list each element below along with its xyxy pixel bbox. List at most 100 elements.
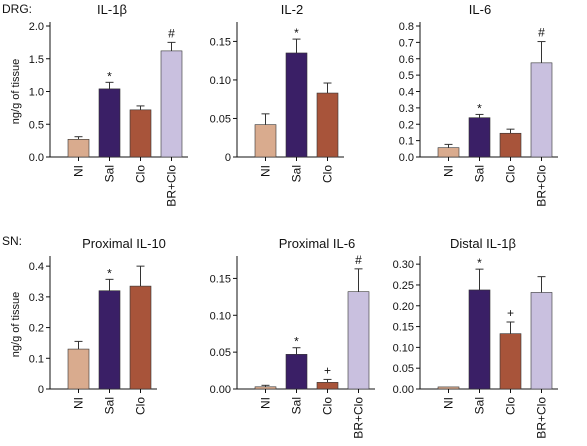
y-tick-label: 0.2 <box>399 119 414 131</box>
y-tick-label: 0.3 <box>399 103 414 115</box>
y-tick-label: 0.7 <box>399 37 414 49</box>
y-tick-label: 0.15 <box>393 322 414 334</box>
bar-sal <box>98 88 121 158</box>
category-label: NI <box>442 165 456 177</box>
significance-marker: + <box>507 306 514 320</box>
category-label: Clo <box>321 165 335 183</box>
significance-marker: * <box>107 69 112 83</box>
bar-sal <box>468 289 491 390</box>
significance-marker: * <box>477 256 482 270</box>
chart-title: IL-6 <box>469 2 491 17</box>
y-tick-label: 2.0 <box>29 21 44 33</box>
y-tick-label: 0.00 <box>393 384 414 396</box>
chart-title: Proximal IL-6 <box>279 236 356 251</box>
y-tick-label: 1.5 <box>29 54 44 66</box>
significance-marker: * <box>107 266 112 280</box>
y-tick-label: 0 <box>38 384 44 396</box>
chart-title: Distal IL-1β <box>450 236 516 251</box>
significance-marker: * <box>294 335 299 349</box>
y-tick-label: 0.00 <box>210 384 231 396</box>
y-tick-label: 0.30 <box>393 259 414 271</box>
y-tick-label: 0.6 <box>399 54 414 66</box>
bar-clo <box>129 285 152 390</box>
y-tick-label: 0 <box>225 152 231 164</box>
chart-panels: IL-1β ng/g of tissue 0.0 0.5 1.0 1.5 2.0 NI Sal *… <box>10 2 558 439</box>
category-label: NI <box>72 397 86 409</box>
chart-panel-4: Proximal IL-10 ng/g of tissue 0 0.1 0.2 0.3 0.… <box>10 236 166 415</box>
bar-br-clo <box>530 292 553 390</box>
bar-ni <box>67 139 90 158</box>
category-label: NI <box>72 165 86 177</box>
y-tick-label: 0.5 <box>29 119 44 131</box>
row-label-sn: SN: <box>2 234 22 248</box>
y-tick-label: 0.0 <box>29 152 44 164</box>
bar-clo <box>129 109 152 158</box>
chart-title: IL-2 <box>281 2 303 17</box>
category-label: Clo <box>504 397 518 415</box>
y-axis-label: ng/g of tissue <box>10 292 22 357</box>
bar-clo <box>316 382 339 390</box>
category-label: Sal <box>103 165 117 182</box>
chart-panel-6: Distal IL-1β 0.00 0.05 0.10 0.15 0.20 0.25 0.30… <box>393 236 558 439</box>
category-label: Sal <box>473 165 487 182</box>
chart-panel-5: Proximal IL-6 0.00 0.05 0.10 0.15 NI Sal * Clo + B… <box>210 236 375 439</box>
row-label-drg: DRG: <box>2 2 32 16</box>
y-tick-label: 0.4 <box>399 87 414 99</box>
chart-title: IL-1β <box>97 2 127 17</box>
significance-marker: # <box>538 26 545 40</box>
y-tick-label: 0.05 <box>393 363 414 375</box>
y-axis-label: ng/g of tissue <box>10 59 22 124</box>
y-tick-label: 0.05 <box>210 113 231 125</box>
y-tick-label: 0.1 <box>29 353 44 365</box>
y-tick-label: 0.10 <box>210 75 231 87</box>
y-tick-label: 0.3 <box>29 292 44 304</box>
category-label: BR+Clo <box>535 397 549 439</box>
bar-ni <box>67 348 90 390</box>
bar-clo <box>499 333 522 390</box>
category-label: Clo <box>134 397 148 415</box>
bar-sal <box>285 354 308 390</box>
significance-marker: # <box>355 253 362 267</box>
chart-title: Proximal IL-10 <box>82 236 166 251</box>
y-tick-label: 0.15 <box>210 36 231 48</box>
bar-sal <box>98 290 121 390</box>
category-label: NI <box>259 165 273 177</box>
bar-br-clo <box>530 62 553 158</box>
category-label: Clo <box>134 165 148 183</box>
bar-ni <box>437 386 460 390</box>
significance-marker: * <box>294 26 299 40</box>
category-label: Sal <box>473 397 487 414</box>
category-label: NI <box>259 397 273 409</box>
y-tick-label: 0.15 <box>210 273 231 285</box>
bar-sal <box>468 117 491 158</box>
bar-br-clo <box>347 291 370 390</box>
y-tick-label: 0.10 <box>393 342 414 354</box>
category-label: Clo <box>321 397 335 415</box>
bar-br-clo <box>160 50 183 158</box>
y-tick-label: 0.1 <box>399 136 414 148</box>
y-tick-label: 1.0 <box>29 87 44 99</box>
category-label: Sal <box>290 397 304 414</box>
y-tick-label: 0.8 <box>399 21 414 33</box>
y-tick-label: 0.5 <box>399 70 414 82</box>
category-label: NI <box>442 397 456 409</box>
significance-marker: + <box>324 363 331 377</box>
category-label: BR+Clo <box>165 165 179 207</box>
category-label: Sal <box>290 165 304 182</box>
category-label: Clo <box>504 165 518 183</box>
category-label: BR+Clo <box>352 397 366 439</box>
y-tick-label: 0.0 <box>399 152 414 164</box>
category-label: Sal <box>103 397 117 414</box>
bar-sal <box>285 52 308 158</box>
y-tick-label: 0.4 <box>29 261 44 273</box>
significance-marker: * <box>477 101 482 115</box>
bar-ni <box>437 147 460 158</box>
y-tick-label: 0.2 <box>29 323 44 335</box>
chart-panel-3: IL-6 0.0 0.1 0.2 0.3 0.4 0.5 0.6 0.7 0.8 NI Sal * Clo… <box>399 2 558 207</box>
bar-clo <box>316 92 339 158</box>
category-label: BR+Clo <box>535 165 549 207</box>
bar-clo <box>499 132 522 158</box>
bar-ni <box>254 386 277 390</box>
y-tick-label: 0.05 <box>210 347 231 359</box>
